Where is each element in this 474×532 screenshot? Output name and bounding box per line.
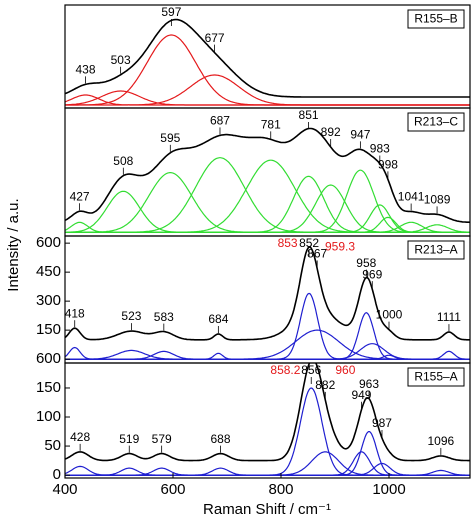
peak-label: 852	[299, 236, 319, 250]
y-tick-label: 50	[44, 437, 61, 454]
peak-label: 1000	[376, 308, 403, 322]
panel-name: R213–C	[414, 115, 458, 129]
component-curve	[65, 74, 470, 106]
peak-label: 963	[359, 377, 379, 391]
panel	[65, 363, 470, 476]
panel-name-box	[407, 367, 465, 387]
component-curve	[65, 350, 470, 360]
peak-label: 579	[152, 432, 172, 446]
peak-label: 595	[160, 131, 180, 145]
peak-label: 947	[350, 128, 370, 142]
component-curve	[65, 329, 470, 360]
peak-label: 958	[356, 256, 376, 270]
component-curve	[65, 224, 470, 233]
peak-label: 882	[315, 378, 335, 392]
y-tick-label: 150	[36, 321, 61, 338]
peak-label: 998	[378, 157, 398, 171]
component-curve	[65, 469, 470, 476]
peak-label: 1096	[427, 434, 454, 448]
x-axis-label: Raman Shift / cm⁻¹	[203, 501, 331, 518]
panel-name-box	[407, 240, 465, 260]
x-tick-label: 1000	[372, 481, 405, 498]
x-tick-label: 800	[268, 481, 293, 498]
peak-label: 969	[362, 267, 382, 281]
component-curve	[65, 352, 470, 360]
peak-label: 503	[111, 53, 131, 67]
y-tick-label: 600	[36, 350, 61, 367]
peak-label: 781	[261, 118, 281, 132]
peak-label: 1089	[424, 192, 451, 206]
peak-label: 949	[351, 388, 371, 402]
peak-label: 508	[113, 154, 133, 168]
peak-label: 677	[205, 31, 225, 45]
peak-label: 427	[70, 189, 90, 203]
y-tick-label: 0	[53, 466, 61, 483]
y-tick-label: 300	[36, 292, 61, 309]
peak-label: 597	[161, 5, 181, 19]
peak-label: 856	[301, 363, 321, 377]
peak-label: 851	[299, 108, 319, 122]
component-curve	[65, 350, 470, 360]
x-tick-label: 400	[52, 481, 77, 498]
peak-label: 687	[210, 114, 230, 128]
envelope-curve	[65, 18, 470, 98]
panel	[65, 246, 470, 360]
component-curve	[65, 349, 470, 360]
component-curve	[65, 204, 470, 233]
peak-label: 1111	[437, 310, 461, 324]
envelope-curve	[65, 127, 470, 224]
component-curve	[65, 465, 470, 476]
component-curve	[65, 467, 470, 476]
y-tick-label: 600	[36, 234, 61, 251]
peak-label: 519	[119, 432, 139, 446]
panel	[65, 18, 470, 106]
panel	[65, 127, 470, 233]
peak-label: 438	[76, 63, 96, 77]
envelope-curve	[65, 246, 470, 341]
y-tick-label: 100	[36, 408, 61, 425]
component-curve	[65, 451, 470, 476]
peak-annotation: 858.2	[270, 363, 300, 377]
y-axis-label: Intensity / a.u.	[5, 198, 22, 291]
peak-label: 583	[154, 310, 174, 324]
peak-label: 523	[121, 309, 141, 323]
peak-label: 983	[370, 142, 390, 156]
peak-annotation: 960	[335, 363, 355, 377]
peak-label: 418	[65, 306, 85, 320]
peak-annotation: 853	[278, 236, 298, 250]
peak-label: 892	[321, 125, 341, 139]
panel-name: R155–A	[414, 370, 457, 384]
panel-name: R213–A	[414, 243, 457, 257]
component-curve	[65, 451, 470, 476]
peak-label: 684	[208, 312, 228, 326]
peak-annotation: 959.3	[325, 240, 355, 254]
panel-name-box	[407, 112, 465, 132]
y-tick-label: 450	[36, 263, 61, 280]
peak-label: 688	[211, 432, 231, 446]
peak-label: 428	[70, 430, 90, 444]
panel-frame	[64, 362, 471, 479]
component-curve	[65, 292, 470, 360]
peak-label: 987	[372, 416, 392, 430]
envelope-curve	[65, 363, 470, 462]
peak-label: 867	[307, 247, 327, 261]
x-tick-label: 600	[160, 481, 185, 498]
panel-name: R155–B	[414, 12, 457, 26]
panel-name-box	[407, 9, 465, 29]
peak-label: 1041	[398, 190, 425, 204]
y-tick-label: 150	[36, 379, 61, 396]
component-curve	[65, 175, 470, 233]
